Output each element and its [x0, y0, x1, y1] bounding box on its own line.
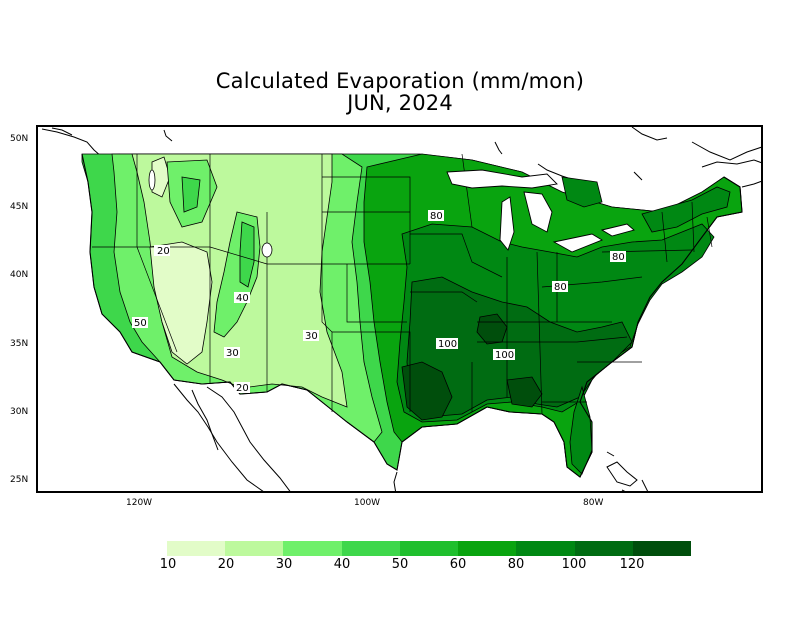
colorbar-box-9 [632, 541, 691, 556]
colorbar-box-5 [399, 541, 459, 556]
contour-label-30-center: 30 [305, 331, 318, 342]
colorbar [167, 541, 691, 556]
colorbar-box-1 [167, 541, 226, 556]
great-lakes [446, 169, 635, 253]
colorbar-label: 80 [507, 557, 525, 572]
contour-label-80-north: 80 [430, 211, 443, 222]
salt-lake [261, 242, 273, 258]
colorbar-label: 10 [159, 557, 177, 572]
colorbar-label: 20 [217, 557, 235, 572]
lake-marker [148, 169, 156, 191]
lat-label-25n: 25N [10, 475, 29, 485]
lat-label-40n: 40N [10, 270, 29, 280]
contour-labels: 20 40 50 30 30 20 80 80 80 100 100 [132, 210, 626, 394]
colorbar-label: 60 [449, 557, 467, 572]
contour-label-50: 50 [134, 318, 147, 329]
lat-label-45n: 45N [10, 202, 29, 212]
colorbar-label: 50 [391, 557, 409, 572]
colorbar-box-7 [516, 541, 575, 556]
map-title: Calculated Evaporation (mm/mon) JUN, 202… [0, 70, 800, 114]
colorbar-label: 100 [561, 557, 587, 572]
contour-label-20-south: 20 [236, 383, 249, 394]
colorbar-label: 30 [275, 557, 293, 572]
contour-label-40: 40 [236, 293, 249, 304]
contour-label-100-east: 100 [495, 350, 514, 361]
contour-label-30-sw: 30 [226, 348, 239, 359]
lon-label-120w: 120W [126, 498, 153, 508]
contour-label-80-east: 80 [554, 282, 567, 293]
colorbar-box-2 [225, 541, 284, 556]
colorbar-box-8 [574, 541, 633, 556]
map-frame: 20 40 50 30 30 20 80 80 80 100 100 [36, 125, 763, 493]
surrounding-coastlines [41, 127, 761, 491]
title-line-2: JUN, 2024 [347, 91, 453, 115]
contour-label-100-west: 100 [438, 339, 457, 350]
lon-label-100w: 100W [354, 498, 381, 508]
lon-label-80w: 80W [583, 498, 604, 508]
colorbar-box-4 [341, 541, 400, 556]
title-line-1: Calculated Evaporation (mm/mon) [215, 69, 585, 93]
us-coastline [81, 153, 743, 478]
colorbar-label: 40 [333, 557, 351, 572]
colorbar-box-3 [283, 541, 342, 556]
colorbar-box-6 [458, 541, 517, 556]
state-boundaries [92, 153, 713, 415]
evaporation-bands [81, 153, 743, 478]
contour-label-20-west: 20 [157, 246, 170, 257]
colorbar-label: 120 [619, 557, 645, 572]
contour-label-80-northeast: 80 [612, 252, 625, 263]
lat-label-50n: 50N [10, 134, 29, 144]
lat-label-30n: 30N [10, 407, 29, 417]
lat-label-35n: 35N [10, 339, 29, 349]
evaporation-map: 20 40 50 30 30 20 80 80 80 100 100 [41, 127, 761, 491]
colorbar-labels: 10 20 30 40 50 60 80 100 120 [0, 557, 800, 575]
